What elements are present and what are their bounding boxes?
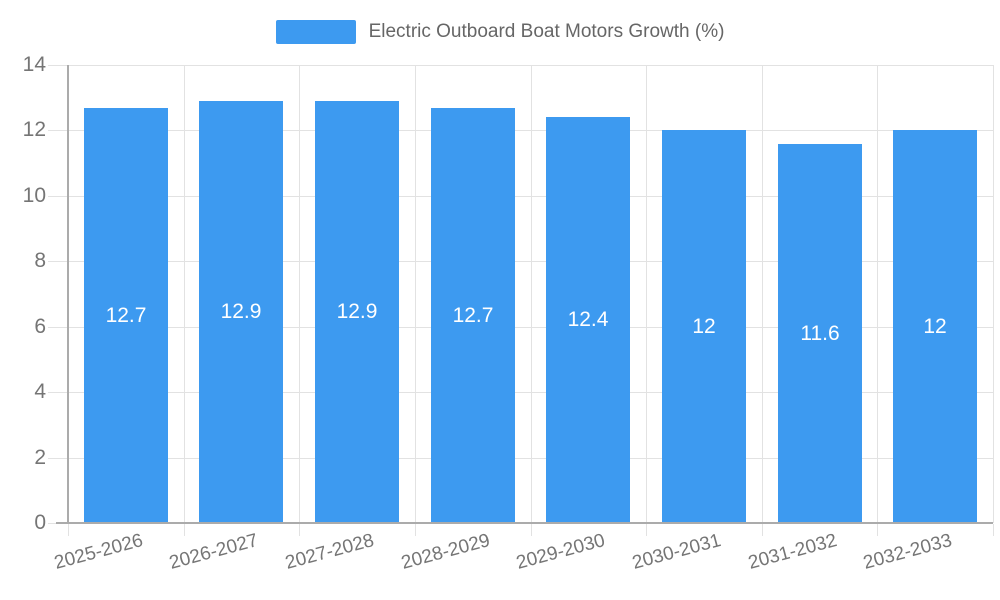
x-axis-tick-label: 2029-2030 (514, 530, 608, 574)
legend: Electric Outboard Boat Motors Growth (%) (0, 20, 1000, 44)
x-axis-tick-label: 2026-2027 (167, 530, 261, 574)
x-axis-tick (646, 524, 647, 536)
bar-value-label: 12.9 (220, 300, 262, 323)
y-axis-tick (48, 65, 68, 66)
bar (431, 108, 515, 523)
bar (662, 130, 746, 523)
bar-value-label: 12.4 (567, 308, 609, 331)
y-axis-line (67, 65, 69, 523)
x-axis-tick (184, 524, 185, 536)
y-axis-tick-label: 0 (34, 511, 46, 534)
bar (84, 108, 168, 523)
gridline-horizontal (68, 458, 993, 459)
x-axis-tick-label: 2027-2028 (283, 530, 377, 574)
bar (315, 101, 399, 523)
gridline-vertical (762, 65, 763, 523)
y-axis-tick (48, 392, 68, 393)
y-axis-tick (48, 261, 68, 262)
y-axis-tick-label: 10 (22, 184, 46, 207)
gridline-horizontal (68, 261, 993, 262)
bar (199, 101, 283, 523)
y-axis-tick-label: 4 (34, 380, 46, 403)
x-axis-tick-label: 2030-2031 (630, 530, 724, 574)
plot-area: 0 2 4 6 8 10 12 14 12.7 2025-2026 12.9 2026-2027 12.… (23, 54, 994, 574)
bar (546, 117, 630, 523)
bar-value-label: 12 (923, 315, 947, 338)
y-axis-tick (48, 458, 68, 459)
x-axis-tick (68, 524, 69, 536)
gridline-vertical (415, 65, 416, 523)
x-axis-tick-label: 2025-2026 (52, 530, 146, 574)
gridline-vertical (299, 65, 300, 523)
x-axis-tick (762, 524, 763, 536)
y-axis-tick-label: 8 (34, 249, 46, 272)
gridline-vertical (531, 65, 532, 523)
gridline-horizontal (68, 327, 993, 328)
bar (778, 144, 862, 523)
y-axis-tick (48, 327, 68, 328)
gridline-vertical (184, 65, 185, 523)
bar-value-label: 12.7 (105, 304, 147, 327)
x-axis-tick (877, 524, 878, 536)
gridline-vertical (646, 65, 647, 523)
bar-value-label: 12 (692, 315, 716, 338)
x-axis-tick (531, 524, 532, 536)
legend-label: Electric Outboard Boat Motors Growth (%) (368, 21, 725, 42)
bar (893, 130, 977, 523)
x-axis-tick-label: 2028-2029 (399, 530, 493, 574)
y-axis-tick-label: 2 (34, 446, 46, 469)
gridline-horizontal (68, 65, 993, 66)
x-axis-tick-label: 2031-2032 (746, 530, 840, 574)
x-axis-line (56, 522, 993, 524)
gridline-vertical (877, 65, 878, 523)
gridline-horizontal (68, 130, 993, 131)
y-axis-tick-label: 14 (22, 53, 46, 76)
x-axis-tick (299, 524, 300, 536)
gridline-horizontal (68, 392, 993, 393)
gridline-vertical (993, 65, 994, 523)
legend-swatch (275, 20, 356, 44)
x-axis-tick (415, 524, 416, 536)
y-axis-tick (48, 130, 68, 131)
gridline-horizontal (68, 196, 993, 197)
x-axis-tick (993, 524, 994, 536)
bar-value-label: 11.6 (800, 322, 840, 345)
y-axis-tick-label: 6 (34, 315, 46, 338)
legend-item[interactable]: Electric Outboard Boat Motors Growth (%) (275, 20, 725, 44)
y-axis-tick (48, 196, 68, 197)
bar-value-label: 12.9 (336, 300, 378, 323)
y-axis-tick-label: 12 (22, 118, 46, 141)
x-axis-tick-label: 2032-2033 (861, 530, 955, 574)
bar-value-label: 12.7 (452, 304, 494, 327)
